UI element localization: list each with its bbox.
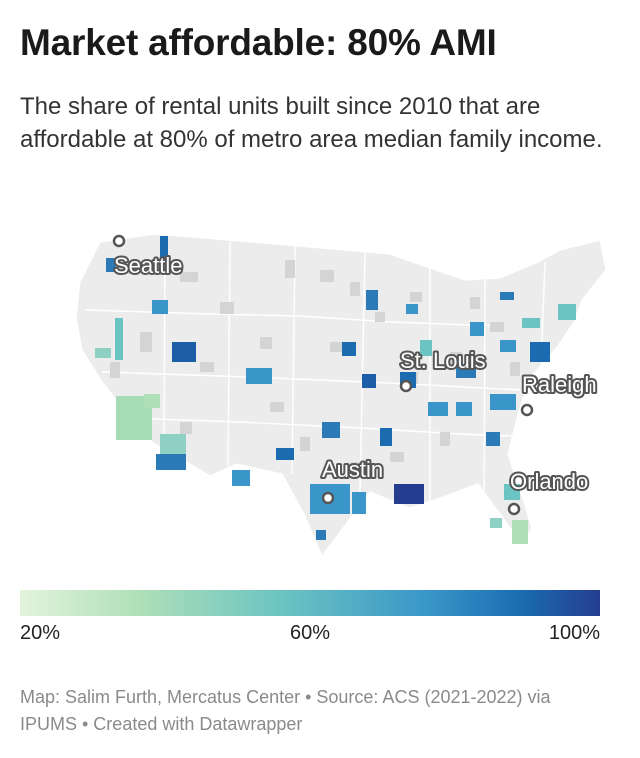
legend-gradient-bar: [20, 590, 600, 616]
city-markers: Seattle St. Louis Raleigh Austin Orlando: [112, 234, 599, 516]
metro-areas: [95, 236, 576, 544]
city-label-st-louis: St. Louis: [400, 348, 486, 373]
state-borders: [84, 237, 546, 513]
legend-tick-max: 100%: [548, 622, 600, 644]
us-choropleth-map[interactable]: Seattle St. Louis Raleigh Austin Orlando: [60, 222, 610, 562]
color-legend: 20% 60% 100%: [20, 590, 600, 652]
legend-tick-mid: 60%: [290, 622, 331, 644]
city-marker-raleigh[interactable]: [520, 403, 534, 417]
city-marker-seattle[interactable]: [112, 234, 126, 248]
city-marker-austin[interactable]: [321, 491, 335, 505]
legend-tick-min: 20%: [20, 622, 61, 644]
source-credit: Map: Salim Furth, Mercatus Center • Sour…: [20, 687, 551, 734]
city-marker-st-louis[interactable]: [399, 379, 413, 393]
page-title: Market affordable: 80% AMI: [20, 22, 497, 63]
page-subtitle: The share of rental units built since 20…: [20, 93, 603, 153]
city-label-raleigh: Raleigh: [522, 372, 597, 397]
city-label-seattle: Seattle: [114, 253, 183, 278]
city-label-austin: Austin: [322, 457, 383, 482]
city-marker-orlando[interactable]: [507, 502, 521, 516]
legend-ticks: 20% 60% 100%: [20, 622, 600, 652]
city-label-orlando: Orlando: [510, 469, 588, 494]
